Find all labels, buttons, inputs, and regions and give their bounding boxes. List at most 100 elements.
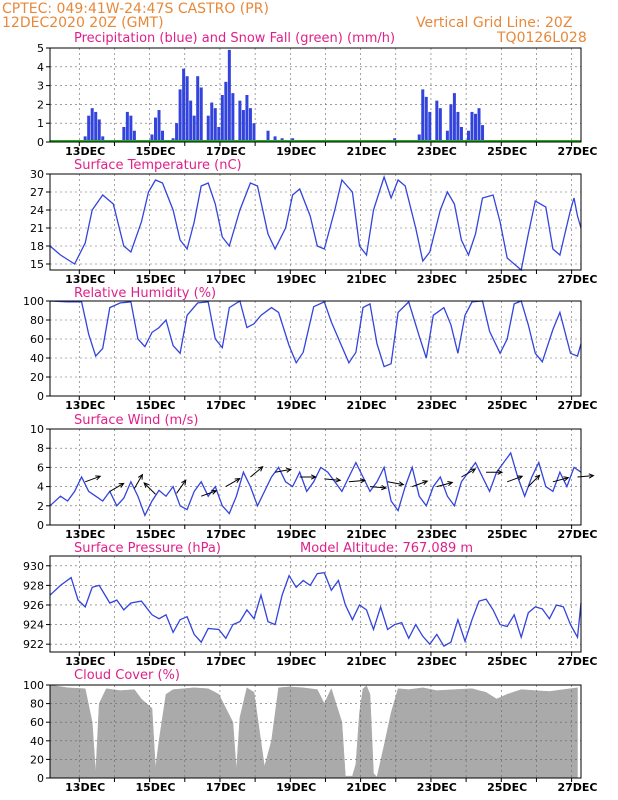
precip-bar <box>178 89 182 142</box>
cloud-date-label: 15DEC <box>135 781 175 794</box>
wind-arrow <box>299 474 317 480</box>
wind-arrow <box>143 482 156 495</box>
wind-arrow-shaft <box>506 475 523 483</box>
pressure-date-label: 19DEC <box>276 655 316 668</box>
wind-series-line <box>49 451 582 518</box>
precip-y-tick-label: 0 <box>37 136 44 149</box>
cloud-date-label: 25DEC <box>487 781 527 794</box>
temp-date-label: 13DEC <box>65 273 105 286</box>
temp-y-tick-label: 21 <box>30 222 44 235</box>
precip-y-tick-label: 1 <box>37 117 44 130</box>
cloud-y-tick-label: 100 <box>23 679 44 692</box>
wind-arrow-shaft <box>250 466 264 478</box>
precip-y-tick-label: 2 <box>37 98 44 111</box>
wind-arrow-head <box>310 474 317 480</box>
precip-bar <box>196 76 200 142</box>
precip-bar <box>421 89 425 142</box>
wind-arrow <box>274 467 292 473</box>
wind-arrow-head <box>447 481 454 487</box>
temp-panel: 15 18 21 24 27 30 13DEC 15DEC 17DEC 19DEC 21DEC 23D… <box>30 168 597 286</box>
wind-date-label: 17DEC <box>206 528 246 541</box>
cloud-date-label: 23DEC <box>417 781 457 794</box>
wind-arrow-shaft <box>324 478 341 481</box>
header-init-time: 12DEC2020 20Z (GMT) <box>2 15 164 31</box>
wind-arrow <box>387 481 405 487</box>
pressure-y-tick-label: 926 <box>23 599 44 612</box>
precip-date-label: 25DEC <box>487 145 527 158</box>
cloud-cover-area <box>49 684 578 779</box>
cloud-y-tick-label: 0 <box>37 772 44 785</box>
precip-bar <box>175 123 179 142</box>
precip-bar <box>220 95 224 142</box>
precip-bar <box>245 95 249 142</box>
precip-bar <box>94 111 98 142</box>
precip-bar <box>266 130 270 142</box>
wind-arrow-head <box>381 485 388 491</box>
header-grid-note: Vertical Grid Line: 20Z <box>416 15 572 31</box>
wind-arrow-shaft <box>348 479 365 483</box>
wind-arrow-shaft <box>552 477 569 483</box>
precip-bar <box>449 104 453 142</box>
wind-arrow <box>176 479 187 494</box>
wind-arrow-shaft <box>274 468 291 473</box>
cloud-y-tick-label: 20 <box>30 753 44 766</box>
cloud-panel: 0 20 40 60 80 100 13DEC 15DEC 17DEC 19DEC 21DEC 23D… <box>23 679 597 794</box>
wind-y-tick-label: 2 <box>37 500 44 513</box>
wind-arrow <box>412 480 429 488</box>
precip-date-label: 19DEC <box>276 145 316 158</box>
precip-bar <box>206 115 210 142</box>
wind-arrow-head <box>211 489 218 495</box>
wind-date-label: 13DEC <box>65 528 105 541</box>
temp-y-tick-label: 15 <box>30 258 44 271</box>
precip-bar <box>470 111 474 142</box>
wind-date-label: 27DEC <box>557 528 597 541</box>
wind-arrow-head <box>181 479 187 486</box>
wind-date-label: 25DEC <box>487 528 527 541</box>
precip-bar <box>97 119 101 142</box>
wind-arrow-shaft <box>133 474 143 489</box>
precip-bar <box>435 100 439 142</box>
temp-date-label: 17DEC <box>206 273 246 286</box>
wind-arrow-shaft <box>84 475 101 483</box>
precip-bar <box>101 136 105 142</box>
wind-arrow <box>552 476 570 483</box>
wind-arrow-shaft <box>176 479 187 494</box>
precip-bar <box>182 68 186 142</box>
rh-frame <box>49 300 582 397</box>
wind-arrow-head <box>285 467 292 473</box>
precip-bar <box>474 113 478 142</box>
cloud-frame <box>49 684 582 779</box>
precip-bar <box>192 115 196 142</box>
wind-arrow-shaft <box>143 482 156 495</box>
pressure-y-tick-label: 930 <box>23 560 44 573</box>
wind-panel: 0 2 4 6 8 10 13DEC 15DEC 17DEC 19DEC 21DEC 23DEC 25D… <box>30 423 597 541</box>
wind-arrow-shaft <box>412 480 428 488</box>
wind-arrow-head <box>234 478 241 484</box>
precip-date-label: 15DEC <box>135 145 175 158</box>
precip-bar <box>157 110 161 142</box>
precip-title: Precipitation (blue) and Snow Fall (gree… <box>74 31 395 46</box>
wind-arrow-head <box>335 477 342 483</box>
panels: 0 1 2 3 4 5 13DEC 15DEC 17DEC 19DEC 21DEC 23DEC 25DE… <box>23 42 597 794</box>
rh-date-label: 23DEC <box>417 399 457 412</box>
wind-arrow <box>84 475 102 483</box>
pressure-series-line <box>49 571 582 647</box>
rh-panel: 0 20 40 60 80 100 13DEC 15DEC 17DEC 19DEC 21DEC 23D… <box>23 295 597 412</box>
temp-series-line <box>49 174 582 272</box>
temp-date-label: 15DEC <box>135 273 175 286</box>
wind-arrow-shaft <box>201 490 217 497</box>
temp-y-tick-label: 24 <box>30 204 44 217</box>
wind-arrow-head <box>588 473 595 479</box>
wind-arrow-head <box>422 480 429 486</box>
precip-bar <box>481 125 485 142</box>
precip-panel: 0 1 2 3 4 5 13DEC 15DEC 17DEC 19DEC 21DEC 23DEC 25DE… <box>37 42 597 158</box>
cloud-date-label: 21DEC <box>346 781 386 794</box>
precip-bar <box>241 110 245 142</box>
wind-arrow-head <box>143 482 150 488</box>
precip-bar <box>129 115 133 142</box>
rh-y-tick-label: 40 <box>30 352 44 365</box>
precip-y-tick-label: 5 <box>37 42 44 55</box>
wind-y-tick-label: 8 <box>37 442 44 455</box>
wind-arrow-head <box>398 481 405 487</box>
